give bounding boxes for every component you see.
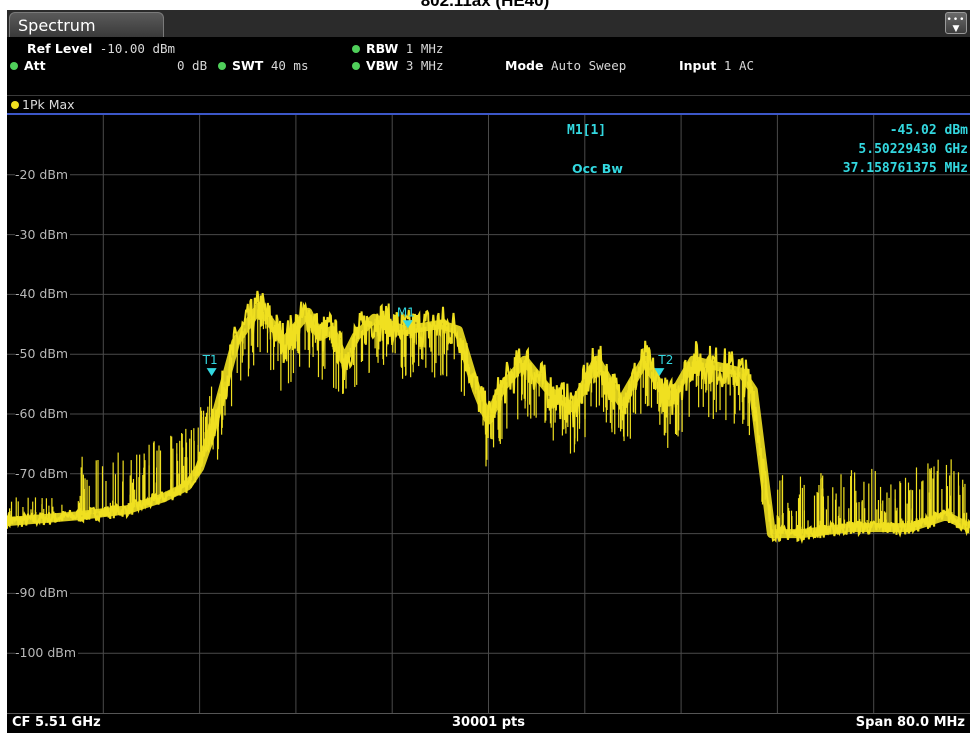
- marker-t1-symbol: [206, 368, 217, 377]
- marker-m1-label: M1[1]: [567, 123, 607, 138]
- rbw-value: 1 MHz: [405, 41, 444, 56]
- trace-header: 1Pk Max: [7, 95, 970, 115]
- settings-panel: Ref Level -10.00 dBm RBW 1 MHz Att 0 dB …: [7, 37, 970, 95]
- rbw-label: RBW: [366, 41, 399, 56]
- markers: M1 T1 T2: [202, 305, 673, 377]
- marker-m1-text: M1: [397, 305, 415, 319]
- input-value: 1 AC: [723, 58, 755, 73]
- span: Span 80.0 MHz: [855, 715, 965, 730]
- spectrum-svg: M1 T1 T2: [7, 115, 970, 713]
- marker-t1-text: T1: [202, 353, 218, 367]
- att-value-cell: 0 dB: [177, 58, 207, 73]
- y-tick-label: -90 dBm: [15, 585, 71, 601]
- center-frequency: CF 5.51 GHz: [12, 715, 101, 730]
- swt: SWT 40 ms: [218, 58, 309, 73]
- marker-t2-text: T2: [657, 353, 673, 367]
- vbw: VBW 3 MHz: [352, 58, 443, 73]
- mode: Mode Auto Sweep: [505, 58, 626, 73]
- att-label: Att: [24, 58, 46, 73]
- status-dot-icon: [352, 62, 360, 70]
- vbw-label: VBW: [366, 58, 399, 73]
- y-tick-label: -70 dBm: [15, 465, 71, 481]
- input: Input 1 AC: [679, 58, 754, 73]
- y-tick-label: -20 dBm: [15, 166, 71, 182]
- marker-m1-symbol: [402, 320, 413, 329]
- tab-spectrum[interactable]: Spectrum: [9, 12, 164, 37]
- status-footer: CF 5.51 GHz 30001 pts Span 80.0 MHz: [7, 713, 970, 733]
- y-tick-label: -100 dBm: [15, 645, 79, 661]
- input-label: Input: [679, 58, 717, 73]
- mode-label: Mode: [505, 58, 544, 73]
- rbw: RBW 1 MHz: [352, 41, 443, 56]
- mode-value: Auto Sweep: [550, 58, 627, 73]
- occ-bw-label: Occ Bw: [572, 161, 623, 176]
- spectrum-window: Spectrum ••• ▼ Ref Level -10.00 dBm RBW …: [7, 10, 970, 733]
- vbw-value: 3 MHz: [405, 58, 444, 73]
- spectrum-plot[interactable]: M1 T1 T2 -20 dBm -30 dBm -40 dBm -50 dBm -60 d…: [7, 115, 970, 713]
- ref-level: Ref Level -10.00 dBm: [27, 41, 175, 56]
- ref-level-label: Ref Level: [27, 41, 93, 56]
- chevron-down-icon: ▼: [952, 24, 960, 34]
- y-tick-label: -30 dBm: [15, 226, 71, 242]
- marker-m1-frequency: 5.50229430 GHz: [858, 142, 968, 157]
- trace-noise: [7, 306, 968, 534]
- window-menu-button[interactable]: ••• ▼: [945, 12, 967, 34]
- y-tick-label: -50 dBm: [15, 346, 71, 362]
- swt-value: 40 ms: [270, 58, 309, 73]
- marker-t2-symbol: [654, 368, 665, 377]
- trace-dot-icon: [11, 101, 19, 109]
- att-value: 0 dB: [177, 58, 208, 73]
- sweep-points: 30001 pts: [452, 715, 526, 730]
- ref-level-value: -10.00 dBm: [99, 41, 176, 56]
- menu-dots-icon: •••: [946, 15, 966, 25]
- att: Att: [10, 58, 46, 73]
- occ-bw-value: 37.158761375 MHz: [842, 161, 968, 176]
- tab-bar: Spectrum ••• ▼: [7, 10, 970, 37]
- status-dot-icon: [352, 45, 360, 53]
- status-dot-icon: [10, 62, 18, 70]
- status-dot-icon: [218, 62, 226, 70]
- page-title: 802.11ax (HE40): [420, 0, 550, 10]
- trace-label: 1Pk Max: [22, 97, 75, 112]
- y-tick-label: -40 dBm: [15, 286, 71, 302]
- y-tick-label: -60 dBm: [15, 406, 71, 421]
- swt-label: SWT: [232, 58, 264, 73]
- marker-m1-level: -45.02 dBm: [889, 123, 968, 138]
- page-title-strip: 802.11ax (HE40): [0, 0, 970, 10]
